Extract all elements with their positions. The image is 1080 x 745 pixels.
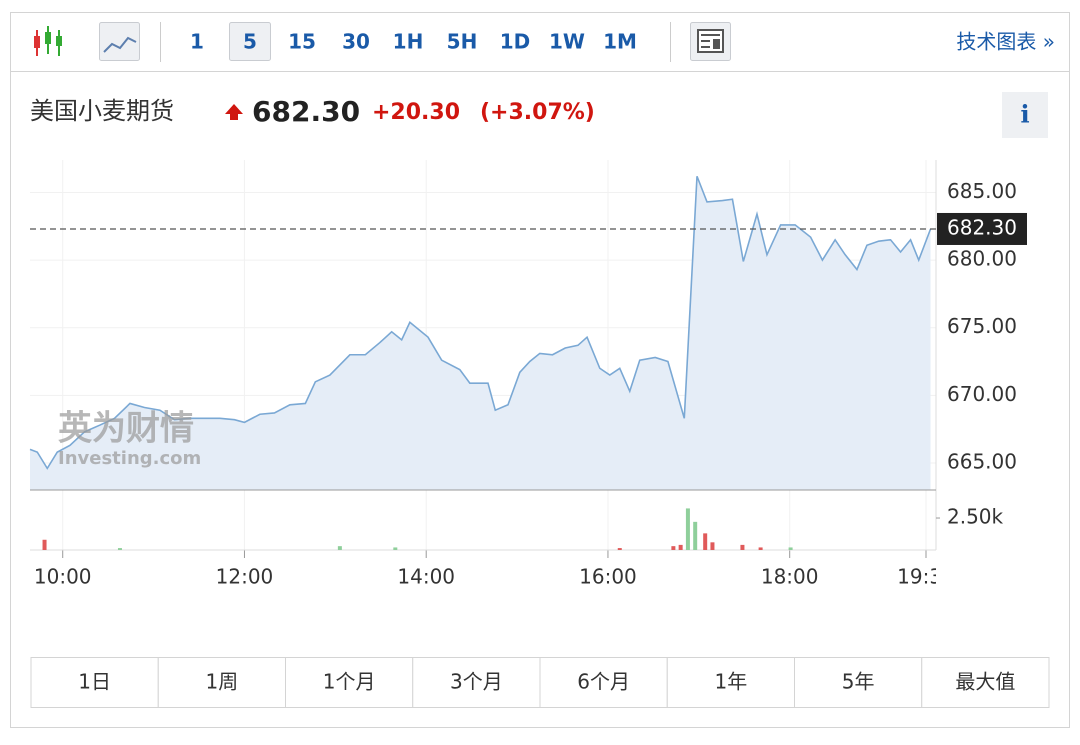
- up-arrow: [225, 104, 243, 120]
- info-icon[interactable]: i: [1020, 100, 1029, 129]
- watermark-cn: 英为财情: [58, 409, 194, 449]
- x-tick-label: 10:00: [34, 565, 92, 589]
- volume-bar: [337, 546, 342, 550]
- volume-tick-label: 2.50k: [947, 505, 1004, 529]
- instrument-name: 美国小麦期货: [30, 97, 174, 125]
- current-price-label: 682.30: [947, 215, 1017, 239]
- price: 682.30: [252, 95, 360, 128]
- y-tick-label: 675.00: [947, 314, 1017, 338]
- range-label[interactable]: 最大值: [955, 670, 1015, 694]
- volume-bar: [788, 547, 793, 550]
- interval[interactable]: 1: [190, 30, 204, 54]
- x-tick-label: 19:30: [897, 565, 955, 589]
- change-pct: (+3.07%): [480, 100, 595, 125]
- line-icon[interactable]: [99, 22, 140, 61]
- x-tick-label: 12:00: [216, 565, 274, 589]
- volume-bar: [42, 539, 47, 550]
- watermark-en: Investing.com: [58, 448, 201, 469]
- range-button[interactable]: [921, 657, 1050, 708]
- interval-selected[interactable]: [229, 22, 271, 61]
- y-tick-label: 680.00: [947, 247, 1017, 271]
- range-bar: 1日 1周 1个月 3个月 6个月 1年 5年 最大值: [30, 657, 1050, 708]
- range-button[interactable]: [285, 657, 414, 708]
- range-button[interactable]: [157, 657, 286, 708]
- volume-bar: [693, 521, 698, 550]
- volume-bar: [758, 547, 763, 550]
- info-button[interactable]: [1002, 92, 1048, 138]
- y-tick-label: 685.00: [947, 179, 1017, 203]
- interval[interactable]: 30: [342, 30, 370, 54]
- volume-bar: [678, 544, 683, 550]
- news-icon[interactable]: [690, 22, 731, 61]
- interval[interactable]: 1M: [603, 30, 637, 54]
- y-tick-label: 665.00: [947, 449, 1017, 473]
- volume-bar: [685, 508, 690, 550]
- range-label[interactable]: 6个月: [577, 670, 630, 694]
- change: +20.30: [372, 100, 460, 125]
- range-label[interactable]: 1个月: [323, 670, 376, 694]
- x-axis: 10:00 12:00 14:00 16:00 18:00 19:30: [34, 565, 955, 589]
- volume-bar: [617, 548, 622, 550]
- range-label[interactable]: 5年: [842, 670, 875, 694]
- interval[interactable]: 15: [288, 30, 316, 54]
- price-line: [29, 175, 932, 470]
- plot: 665.00 670.00 675.00 680.00 685.00 10:00 12:00…: [29, 160, 1027, 589]
- range-label[interactable]: 1日: [78, 670, 111, 694]
- interval-bar: 1 5 15 30 1H 5H 1D 1W 1M: [190, 22, 637, 61]
- interval[interactable]: 5H: [447, 30, 478, 54]
- candle-icon[interactable]: [34, 26, 62, 56]
- interval[interactable]: 1D: [500, 30, 531, 54]
- range-button[interactable]: [794, 657, 923, 708]
- technical-link[interactable]: 技术图表 »: [956, 30, 1055, 54]
- volume-bar: [710, 542, 715, 550]
- volume-bar: [117, 548, 122, 550]
- interval[interactable]: 5: [243, 30, 257, 54]
- range-button[interactable]: [539, 657, 668, 708]
- range-label[interactable]: 1年: [715, 670, 748, 694]
- volume-bar: [393, 547, 398, 550]
- x-tick-label: 16:00: [579, 565, 637, 589]
- y-tick-label: 670.00: [947, 382, 1017, 406]
- range-button[interactable]: [666, 657, 795, 708]
- area: [30, 176, 931, 491]
- interval[interactable]: 1H: [393, 30, 424, 54]
- volume-bar: [740, 544, 745, 550]
- volume-bar: [703, 533, 708, 550]
- volume-bar: [671, 546, 676, 550]
- range-label[interactable]: 3个月: [450, 670, 503, 694]
- interval[interactable]: 1W: [549, 30, 585, 54]
- range-label[interactable]: 1周: [206, 670, 239, 694]
- current-price-box: [937, 212, 1027, 245]
- x-tick-label: 18:00: [761, 565, 819, 589]
- x-tick-label: 14:00: [397, 565, 455, 589]
